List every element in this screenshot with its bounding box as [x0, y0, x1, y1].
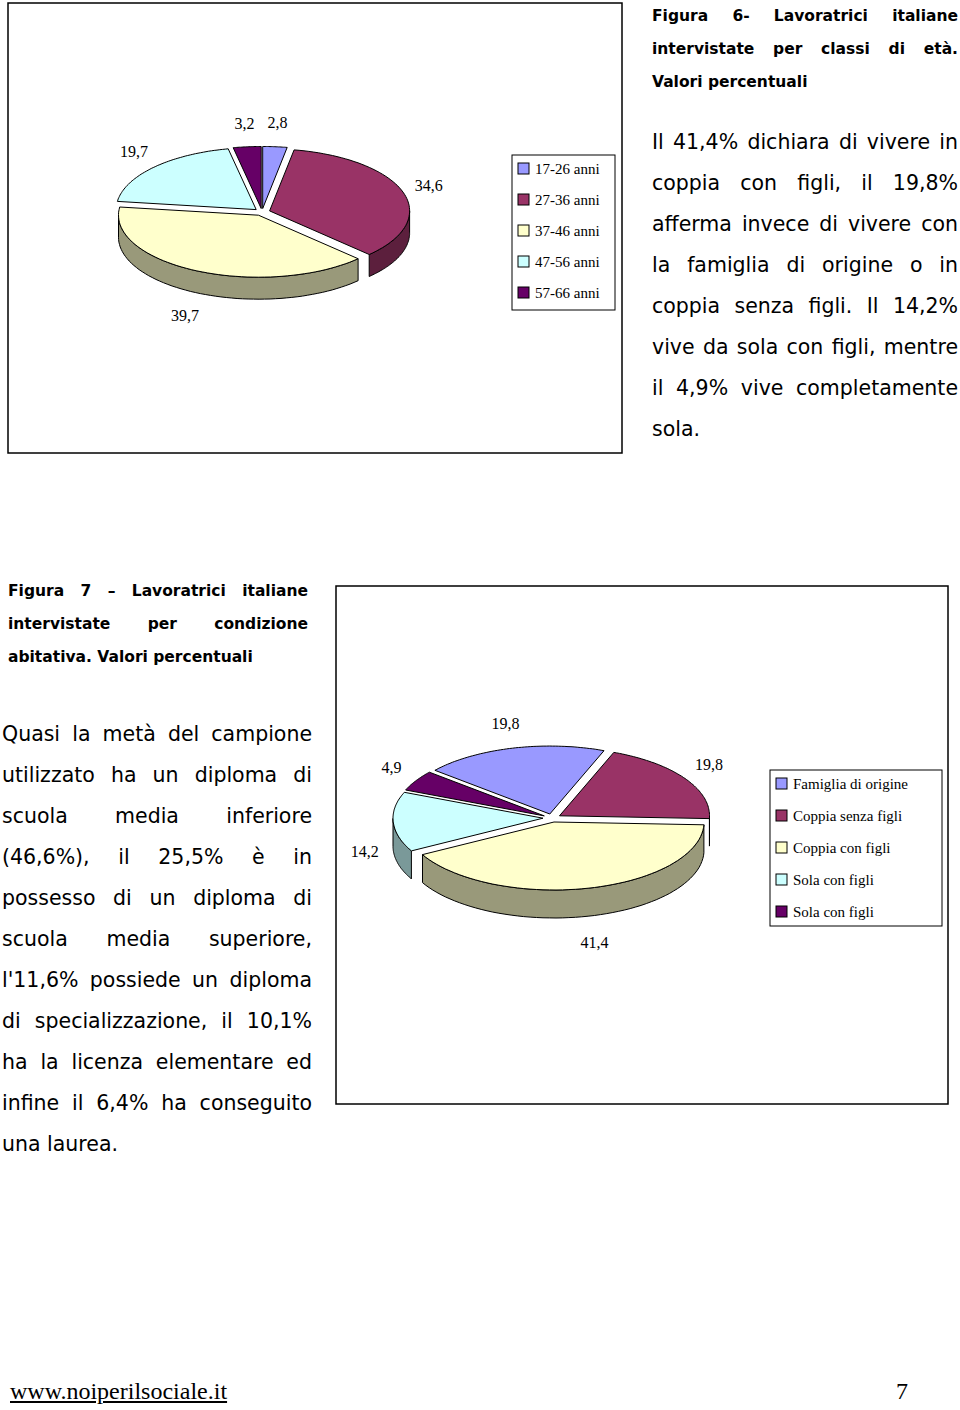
figure-title: Figura 7 – Lavoratrici italiane intervis…	[8, 575, 308, 674]
pie-slice	[119, 207, 359, 277]
legend-entry: 27-36 anni	[535, 192, 600, 208]
paragraph: Il 41,4% dichiara di vivere in coppia co…	[652, 122, 958, 450]
data-label: 4,9	[382, 759, 402, 776]
footer-url[interactable]: www.noiperilsociale.it	[10, 1378, 227, 1405]
legend-entry: Coppia senza figli	[793, 808, 902, 824]
page-graphics: 2,8 34,6 39,7 19,7 3,2 17-26 anni 27-36 anni 37…	[0, 0, 960, 1410]
legend-swatch	[776, 906, 787, 917]
chart-frame	[8, 3, 622, 453]
legend-swatch	[776, 842, 787, 853]
legend-entry: Sola con figli	[793, 872, 874, 888]
figure-title: Figura 6- Lavoratrici italiane intervist…	[652, 0, 958, 99]
legend-swatch	[518, 256, 529, 267]
paragraph-text: Quasi la metà del campione utilizzato ha…	[2, 722, 312, 1156]
legend-entry: Coppia con figli	[793, 840, 891, 856]
legend-swatch	[776, 778, 787, 789]
data-label: 2,8	[267, 114, 287, 131]
pie	[393, 746, 710, 918]
data-label: 19,7	[120, 143, 148, 160]
pie	[117, 147, 409, 300]
data-label: 14,2	[351, 843, 379, 860]
legend-swatch	[518, 287, 529, 298]
legend-swatch	[776, 810, 787, 821]
legend-swatch	[776, 874, 787, 885]
legend-swatch	[518, 163, 529, 174]
legend-entry: 17-26 anni	[535, 161, 600, 177]
legend-swatch	[518, 225, 529, 236]
data-label: 39,7	[171, 307, 199, 324]
legend: 17-26 anni 27-36 anni 37-46 anni 47-56 anni…	[512, 155, 615, 310]
legend: Famiglia di origine Coppia senza figli Cop…	[770, 770, 942, 926]
chart-frame	[336, 586, 948, 1104]
data-label: 34,6	[415, 177, 443, 194]
page-number: 7	[896, 1378, 908, 1405]
slice-side	[709, 816, 710, 846]
data-label: 19,8	[695, 756, 723, 773]
legend-entry: 57-66 anni	[535, 285, 600, 301]
legend-entry: Sola con figli	[793, 904, 874, 920]
data-label: 3,2	[234, 115, 254, 132]
data-label: 41,4	[581, 934, 609, 951]
pie-slice	[560, 752, 710, 818]
legend-entry: Famiglia di origine	[793, 776, 908, 792]
float-spacer	[312, 714, 957, 1108]
legend-box	[512, 155, 615, 310]
legend-entry: 47-56 anni	[535, 254, 600, 270]
data-label: 19,8	[491, 715, 519, 732]
legend-swatch	[518, 194, 529, 205]
pie-slice	[423, 822, 704, 890]
legend-box	[770, 770, 942, 926]
paragraph: Quasi la metà del campione utilizzato ha…	[2, 714, 957, 1165]
legend-entry: 37-46 anni	[535, 223, 600, 239]
